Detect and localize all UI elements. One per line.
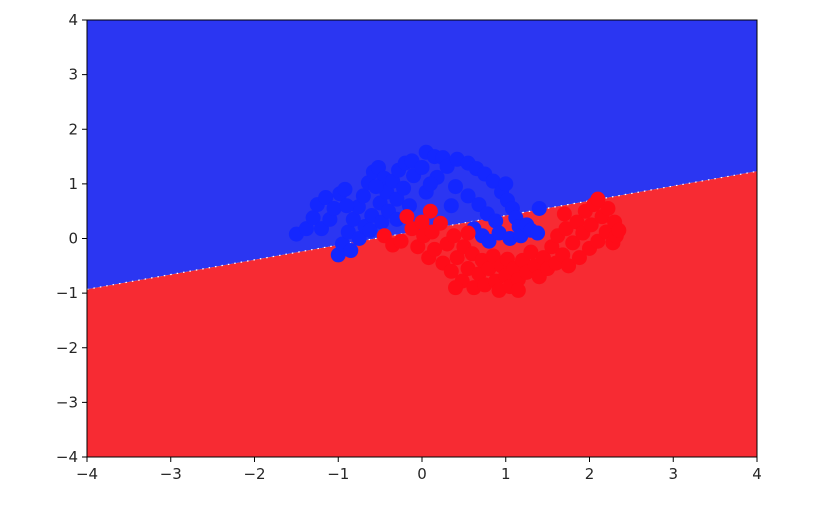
series-1-point-69 — [530, 225, 546, 241]
scatter-points — [288, 144, 627, 298]
x-tick-label: −4 — [76, 465, 98, 483]
y-tick-label: −4 — [56, 448, 78, 466]
series-2-point-68 — [422, 203, 438, 219]
series-1-point-21 — [343, 243, 359, 259]
series-2-point-11 — [427, 241, 443, 257]
y-tick-label: 4 — [68, 11, 78, 29]
series-2-point-66 — [448, 280, 463, 296]
series-2-point-70 — [590, 191, 606, 207]
series-2-point-69 — [556, 206, 572, 222]
series-2-point-67 — [460, 225, 476, 241]
series-1-point-50 — [485, 173, 501, 189]
series-1-point-22 — [351, 231, 367, 246]
series-2-point-51 — [571, 250, 587, 266]
y-axis: −4 −3 −2 −1 0 1 2 3 4 — [56, 11, 87, 466]
y-tick-label: −3 — [56, 393, 78, 411]
series-2-point-49 — [565, 235, 581, 251]
series-1-point-3 — [305, 210, 321, 226]
series-1-point-35 — [396, 180, 412, 196]
series-1-point-14 — [345, 211, 361, 227]
y-tick-label: 3 — [68, 66, 78, 84]
series-2-point-17 — [449, 250, 465, 266]
series-1-point-5 — [318, 190, 334, 206]
y-tick-label: −1 — [56, 284, 78, 302]
series-1-point-55 — [488, 213, 504, 229]
series-2-point-27 — [485, 248, 501, 264]
series-1-point-13 — [340, 224, 356, 240]
series-1-point-71 — [339, 198, 355, 214]
x-axis: −4 −3 −2 −1 0 1 2 3 4 — [76, 457, 762, 483]
series-2-point-26 — [481, 261, 497, 277]
series-2-point-16 — [446, 228, 462, 244]
y-tick-label: −2 — [56, 339, 78, 357]
series-1-point-74 — [443, 198, 459, 214]
series-2-point-64 — [611, 222, 627, 238]
series-2-point-60 — [600, 200, 616, 216]
series-1-point-37 — [414, 159, 430, 175]
series-1-point-75 — [498, 176, 514, 192]
series-1-point-70 — [531, 200, 547, 216]
series-2-point-55 — [583, 217, 599, 233]
decision-boundary-line — [87, 170, 757, 290]
x-tick-label: −1 — [327, 465, 349, 483]
series-2-point-3 — [393, 233, 409, 249]
x-tick-label: −2 — [243, 465, 265, 483]
series-1-point-2 — [298, 221, 314, 237]
series-1-point-8 — [326, 200, 342, 216]
x-tick-label: −3 — [160, 465, 182, 483]
x-tick-label: 0 — [417, 465, 427, 483]
series-1-point-72 — [368, 179, 384, 195]
x-tick-label: 1 — [501, 465, 511, 483]
series-1-point-52 — [460, 188, 476, 204]
series-1-point-31 — [362, 222, 378, 238]
series-1-point-51 — [448, 179, 463, 195]
x-tick-label: 3 — [668, 465, 678, 483]
series-2-point-38 — [523, 244, 539, 260]
series-1-point-10 — [337, 181, 353, 197]
series-2-point-48 — [561, 258, 577, 274]
series-1-point-34 — [389, 191, 405, 207]
series-2-point-12 — [432, 215, 448, 231]
series-1-point-32 — [374, 214, 390, 230]
series-2-point-4 — [399, 209, 415, 225]
series-1-point-16 — [355, 188, 371, 204]
series-2-point-15 — [443, 263, 459, 279]
series-1-point-63 — [481, 233, 497, 249]
series-2-point-47 — [558, 221, 574, 237]
x-tick-label: 2 — [585, 465, 595, 483]
y-tick-label: 0 — [68, 230, 78, 248]
y-tick-label: 2 — [68, 120, 78, 138]
series-2-point-7 — [414, 214, 430, 230]
series-2-point-65 — [510, 282, 526, 298]
y-tick-label: 1 — [68, 175, 78, 193]
series-1-point-73 — [422, 176, 438, 192]
x-tick-label: 4 — [752, 465, 762, 483]
